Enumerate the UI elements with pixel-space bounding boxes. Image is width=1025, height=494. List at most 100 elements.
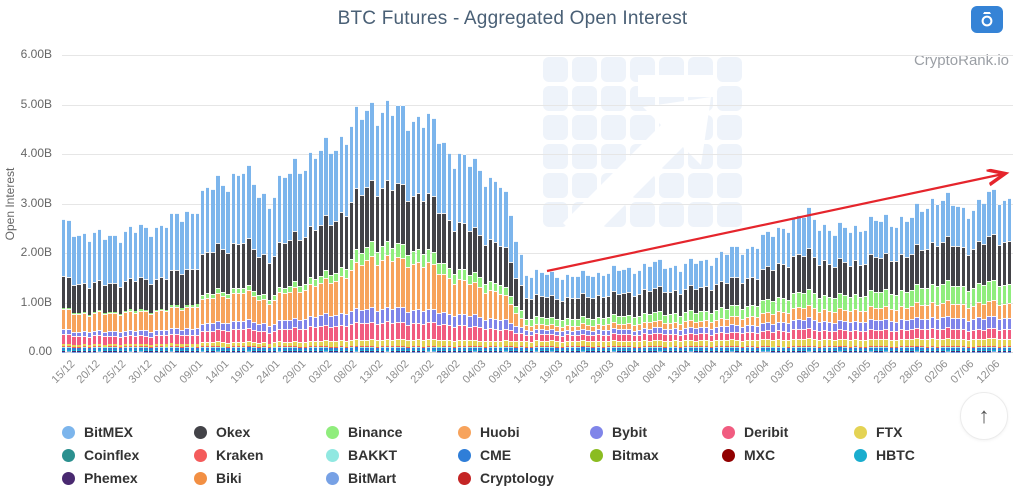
bar-segment-huobi [118,315,123,333]
bar-segment-okex [982,244,986,286]
bar-segment-bitmart [385,351,390,352]
legend-item-coinflex[interactable]: Coinflex [62,447,194,463]
legend-item-bitmex[interactable]: BitMEX [62,424,194,440]
bar-segment-huobi [293,286,297,318]
bar-segment-deribit [925,329,930,340]
bar-segment-deribit [642,333,647,341]
bar-segment-binance [154,309,158,312]
bar-segment-deribit [987,328,991,339]
bar-segment-kraken [910,346,914,348]
bar-segment-bybit [797,319,801,330]
bar-segment-binance [82,311,87,313]
bar-segment-bitmex [576,275,580,298]
bar-segment-mxc [735,349,739,351]
bar-segment-kraken [971,346,976,348]
stacked-bar [396,104,400,352]
bar-segment-bitmex [283,176,287,243]
bar-segment-huobi [550,323,554,330]
bar-segment-cme [622,347,626,350]
x-tick-label: 03/05 [768,358,797,386]
bar-segment-cme [498,347,503,350]
bar-segment-hbtc [355,350,359,351]
bar-segment-okex [498,245,503,286]
legend-item-kraken[interactable]: Kraken [194,447,326,463]
bar-segment-binance [524,318,529,326]
bar-segment-deribit [257,331,261,343]
legend-item-cme[interactable]: CME [458,447,590,463]
bar-segment-deribit [144,335,148,345]
legend-item-bybit[interactable]: Bybit [590,424,722,440]
bar-segment-bitmex [272,197,277,257]
bar-segment-bitmex [411,120,416,196]
bar-segment-bitmex [581,269,585,294]
bar-segment-bitmart [910,351,914,352]
bar-segment-cme [231,347,236,350]
stacked-bar [313,157,318,352]
bar-segment-binance [704,311,709,321]
bar-segment-kraken [863,346,868,348]
bar-segment-bybit [678,329,683,335]
bar-segment-huobi [684,321,688,328]
bar-segment-huobi [432,264,436,309]
stacked-bar [781,228,786,352]
bar-segment-huobi [303,290,308,320]
bar-segment-kraken [745,346,750,348]
bar-segment-phemex [308,350,313,352]
legend-item-bitmax[interactable]: Bitmax [590,447,722,463]
stacked-bar [329,153,333,352]
bar-segment-bybit [524,330,529,335]
bar-segment-huobi [277,292,282,321]
bar-segment-phemex [648,350,652,352]
legend-item-okex[interactable]: Okex [194,424,326,440]
bar-segment-kraken [200,346,205,348]
scroll-to-top-button[interactable]: ↑ [960,392,1008,440]
legend-item-bitmart[interactable]: BitMart [326,470,458,486]
bar-segment-ftx [843,339,847,347]
bar-segment-okex [267,263,272,300]
bar-segment-binance [663,314,667,323]
bar-segment-bybit [833,322,837,332]
bar-segment-phemex [534,350,539,352]
bar-segment-deribit [565,334,570,341]
legend-item-hbtc[interactable]: HBTC [854,447,986,463]
legend-item-bakkt[interactable]: BAKKT [326,447,458,463]
y-tick-label: 3.00B [20,195,52,210]
legend-item-ftx[interactable]: FTX [854,424,986,440]
bar-segment-deribit [961,328,966,339]
legend-item-cryptology[interactable]: Cryptology [458,470,590,486]
legend-item-biki[interactable]: Biki [194,470,326,486]
bar-segment-okex [678,293,683,316]
legend-item-phemex[interactable]: Phemex [62,470,194,486]
bar-segment-bitmex [488,176,493,240]
legend-item-huobi[interactable]: Huobi [458,424,590,440]
bar-segment-binance [555,319,559,326]
export-screenshot-button[interactable] [971,6,1003,33]
bar-segment-kraken [827,346,832,348]
bar-segment-bitmex [905,221,909,258]
bar-segment-binance [319,276,323,284]
bar-segment-deribit [329,326,333,342]
bar-segment-cme [704,347,709,350]
bar-segment-binance [791,293,796,309]
bar-segment-phemex [560,350,565,352]
bar-segment-kraken [72,346,76,348]
bar-segment-okex [653,287,657,313]
bar-segment-kraken [149,346,153,348]
bar-segment-ftx [977,338,981,347]
bar-segment-binance [514,305,518,314]
bar-segment-okex [874,257,878,292]
bar-segment-kraken [632,346,637,348]
bar-segment-hbtc [642,350,647,351]
bar-segment-okex [493,241,498,283]
bar-segment-bitmart [370,351,374,352]
bar-segment-deribit [997,330,1002,340]
legend-item-deribit[interactable]: Deribit [722,424,854,440]
bar-segment-bybit [689,326,693,333]
legend-item-mxc[interactable]: MXC [722,447,854,463]
stacked-bar [730,245,734,352]
legend-item-binance[interactable]: Binance [326,424,458,440]
bar-segment-binance [699,311,703,321]
bar-segment-binance [786,299,791,313]
bar-segment-bitmex [730,245,734,278]
bar-segment-bitmex [761,234,765,269]
